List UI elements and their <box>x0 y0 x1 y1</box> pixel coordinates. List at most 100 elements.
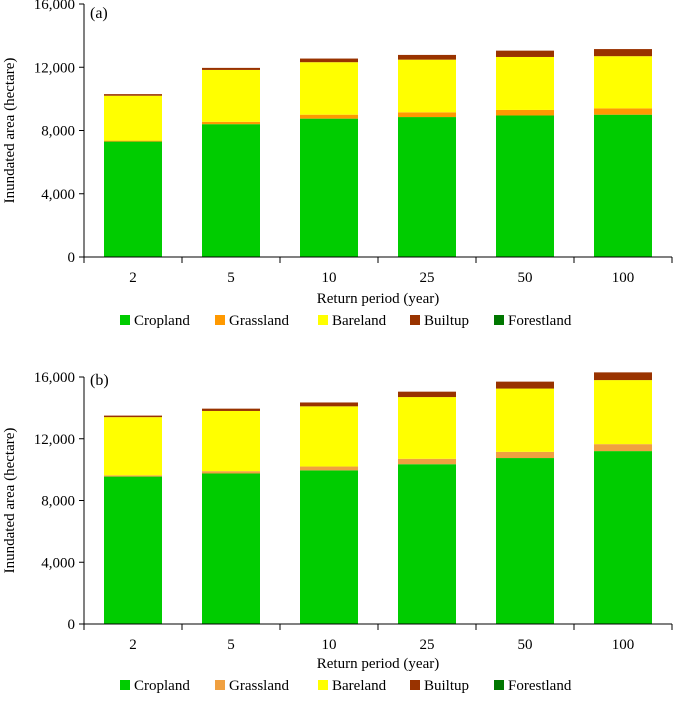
x-tick-label: 100 <box>612 637 635 653</box>
x-axis-label: Return period (year) <box>317 656 439 672</box>
bar-segment-cropland-10 <box>300 118 358 257</box>
bar-segment-cropland-100 <box>594 451 652 624</box>
legend-label-forestland: Forestland <box>508 313 572 329</box>
bar-segment-grassland-100 <box>594 108 652 115</box>
bar-segment-cropland-2 <box>104 141 162 257</box>
bar-segment-bareland-100 <box>594 56 652 109</box>
bar-segment-cropland-2 <box>104 476 162 624</box>
legend-swatch-cropland <box>120 680 130 690</box>
bar-segment-bareland-10 <box>300 406 358 467</box>
legend-label-cropland: Cropland <box>134 678 190 694</box>
bar-segment-grassland-50 <box>496 451 554 459</box>
bar-segment-builtup-2 <box>104 94 162 96</box>
bar-segment-builtup-100 <box>594 372 652 381</box>
bar-segment-builtup-50 <box>496 381 554 389</box>
bar-segment-builtup-25 <box>398 391 456 398</box>
panel-label: (b) <box>90 372 109 389</box>
legend-swatch-forestland <box>494 315 504 325</box>
legend-label-forestland: Forestland <box>508 678 572 694</box>
bar-segment-bareland-25 <box>398 59 456 113</box>
bar-segment-builtup-100 <box>594 49 652 57</box>
bar-segment-bareland-2 <box>104 95 162 141</box>
y-tick-label: 8,000 <box>41 494 75 510</box>
bar-segment-grassland-5 <box>202 471 260 474</box>
bar-segment-cropland-5 <box>202 124 260 257</box>
legend-label-cropland: Cropland <box>134 313 190 329</box>
bar-segment-grassland-50 <box>496 109 554 116</box>
x-tick-label: 5 <box>227 637 235 653</box>
legend-swatch-grassland <box>215 680 225 690</box>
x-tick-label: 2 <box>129 270 137 286</box>
bar-segment-cropland-25 <box>398 117 456 257</box>
bar-segment-bareland-50 <box>496 56 554 110</box>
bar-segment-grassland-10 <box>300 466 358 471</box>
y-tick-label: 0 <box>68 617 76 633</box>
legend-swatch-bareland <box>318 680 328 690</box>
bar-segment-bareland-100 <box>594 380 652 445</box>
legend-label-grassland: Grassland <box>229 678 289 694</box>
bar-segment-cropland-5 <box>202 473 260 624</box>
legend-label-builtup: Builtup <box>424 678 469 694</box>
bar-segment-builtup-10 <box>300 402 358 407</box>
x-tick-label: 100 <box>612 270 635 286</box>
legend-label-grassland: Grassland <box>229 313 289 329</box>
legend-swatch-builtup <box>410 315 420 325</box>
bar-segment-builtup-5 <box>202 67 260 70</box>
bar-segment-grassland-2 <box>104 475 162 477</box>
y-tick-label: 0 <box>68 250 76 266</box>
bar-segment-builtup-2 <box>104 415 162 418</box>
bar-segment-bareland-25 <box>398 397 456 459</box>
legend-swatch-forestland <box>494 680 504 690</box>
bar-segment-cropland-50 <box>496 115 554 258</box>
y-tick-label: 4,000 <box>41 555 75 571</box>
legend-swatch-bareland <box>318 315 328 325</box>
bar-segment-grassland-5 <box>202 121 260 125</box>
y-tick-label: 8,000 <box>41 124 75 140</box>
bar-segment-cropland-25 <box>398 464 456 624</box>
y-tick-label: 12,000 <box>34 432 75 448</box>
bar-segment-cropland-10 <box>300 470 358 624</box>
bar-segment-builtup-10 <box>300 58 358 63</box>
x-tick-label: 25 <box>420 270 435 286</box>
x-tick-label: 10 <box>322 637 337 653</box>
x-tick-label: 10 <box>322 270 337 286</box>
legend-swatch-grassland <box>215 315 225 325</box>
bar-segment-builtup-25 <box>398 54 456 60</box>
legend-swatch-builtup <box>410 680 420 690</box>
x-tick-label: 5 <box>227 270 235 286</box>
x-tick-label: 2 <box>129 637 137 653</box>
y-tick-label: 16,000 <box>34 0 75 13</box>
bar-segment-bareland-2 <box>104 417 162 476</box>
legend-label-bareland: Bareland <box>332 313 387 329</box>
bar-segment-grassland-25 <box>398 112 456 118</box>
legend: Cropland Grassland Bareland Builtup Forestla… <box>120 678 572 694</box>
bar-segment-bareland-10 <box>300 62 358 115</box>
bar-segment-builtup-5 <box>202 408 260 411</box>
panel-label: (a) <box>90 5 108 22</box>
y-axis-label: Inundated area (hectare) <box>2 58 18 204</box>
bar-segment-bareland-50 <box>496 388 554 452</box>
legend: Cropland Grassland Bareland Builtup Forestla… <box>120 313 572 329</box>
y-tick-label: 16,000 <box>34 370 75 386</box>
bar-segment-grassland-25 <box>398 458 456 465</box>
x-tick-label: 50 <box>518 270 533 286</box>
y-axis-label: Inundated area (hectare) <box>2 428 18 574</box>
legend-swatch-cropland <box>120 315 130 325</box>
bar-segment-grassland-100 <box>594 444 652 452</box>
x-tick-label: 25 <box>420 637 435 653</box>
bar-segment-bareland-5 <box>202 69 260 122</box>
bar-segment-cropland-100 <box>594 114 652 257</box>
legend-label-builtup: Builtup <box>424 313 469 329</box>
bar-segment-bareland-5 <box>202 410 260 472</box>
y-tick-label: 4,000 <box>41 187 75 203</box>
legend-label-bareland: Bareland <box>332 678 387 694</box>
bar-segment-cropland-50 <box>496 458 554 624</box>
bar-segment-grassland-10 <box>300 114 358 119</box>
y-tick-label: 12,000 <box>34 60 75 76</box>
x-axis-label: Return period (year) <box>317 291 439 307</box>
bar-segment-grassland-2 <box>104 140 162 142</box>
bar-segment-builtup-50 <box>496 50 554 57</box>
